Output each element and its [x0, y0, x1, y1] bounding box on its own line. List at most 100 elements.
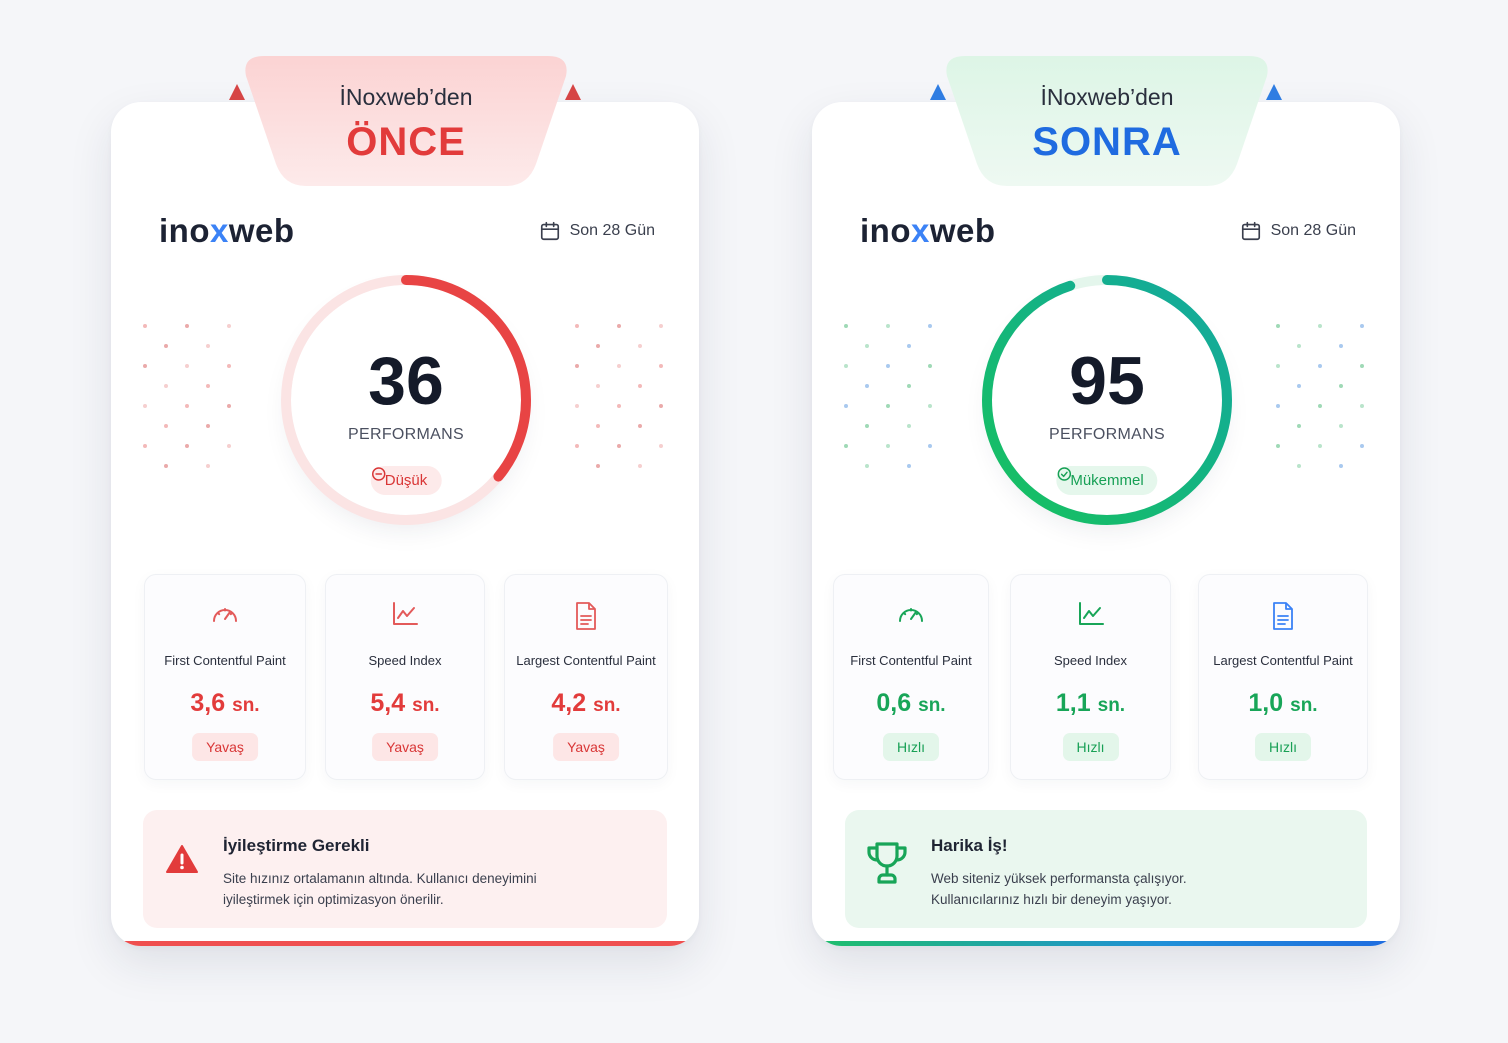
decor-dot [227, 324, 231, 328]
decor-dot [143, 364, 147, 368]
decor-dot [907, 384, 911, 388]
performance-label: PERFORMANS [348, 426, 464, 443]
tab-corner-left-after [930, 84, 946, 100]
tab-corner-left-before [229, 84, 245, 100]
decor-dot [1276, 324, 1280, 328]
decor-dot [227, 404, 231, 408]
date-range[interactable]: Son 28 Gün [539, 220, 655, 242]
performance-score: 95 [1069, 343, 1145, 419]
decor-dot [1297, 344, 1301, 348]
metric-label: Speed Index [368, 653, 442, 668]
before-tab: İNoxweb’den ÖNCE [236, 56, 576, 188]
decor-dot [1360, 364, 1364, 368]
decor-dot [659, 324, 663, 328]
tab-corner-right-before [565, 84, 581, 100]
note-title: İyileştirme Gerekli [223, 836, 370, 855]
decor-dot [185, 364, 189, 368]
decor-dots-right [1276, 324, 1364, 468]
metric-value: 3,6 sn. [190, 689, 260, 717]
metric-card-fcp: First Contentful Paint 0,6 sn. Hızlı [833, 574, 989, 780]
decor-dot [206, 384, 210, 388]
status-badge: Mükemmel [1056, 466, 1158, 495]
decor-dot [907, 424, 911, 428]
metric-badge: Yavaş [192, 733, 258, 761]
line-chart-icon [1078, 602, 1104, 625]
decor-dot [638, 464, 642, 468]
metric-card-lcp: Largest Contentful Paint 4,2 sn. Yavaş [504, 574, 668, 780]
decor-dot [164, 344, 168, 348]
trophy-icon [867, 842, 907, 884]
decor-dot [164, 384, 168, 388]
decor-dot [617, 404, 621, 408]
recommendation-box: İyileştirme Gerekli Site hızınız ortalam… [143, 810, 667, 928]
inoxweb-logo: inoxweb [860, 212, 996, 249]
decor-dot [596, 344, 600, 348]
alert-circle-icon [372, 467, 386, 481]
decor-dot [865, 424, 869, 428]
decor-dot [227, 364, 231, 368]
speedometer-icon [899, 608, 923, 622]
decor-dot [1360, 324, 1364, 328]
decor-dot [1360, 444, 1364, 448]
metric-badge: Yavaş [553, 733, 619, 761]
decor-dot [206, 464, 210, 468]
decor-dot [907, 344, 911, 348]
decor-dot [844, 324, 848, 328]
calendar-icon [540, 221, 559, 241]
metric-label: First Contentful Paint [164, 653, 286, 668]
document-icon [576, 602, 596, 630]
metric-card-lcp: Largest Contentful Paint 1,0 sn. Hızlı [1198, 574, 1368, 780]
decor-dot [164, 464, 168, 468]
metric-value: 0,6 sn. [876, 689, 946, 717]
metric-card-speed-index: Speed Index 1,1 sn. Hızlı [1010, 574, 1171, 780]
decor-dot [1339, 424, 1343, 428]
decor-dot [185, 444, 189, 448]
decor-dot [865, 384, 869, 388]
decor-dot [1297, 384, 1301, 388]
decor-dot [1339, 384, 1343, 388]
line-chart-icon [393, 602, 418, 625]
note-text: Web siteniz yüksek performansta çalışıyo… [931, 871, 1187, 907]
performance-label: PERFORMANS [1049, 426, 1165, 443]
decor-dot [844, 364, 848, 368]
metric-badge: Yavaş [372, 733, 438, 761]
decor-dots-right [575, 324, 663, 468]
date-range[interactable]: Son 28 Gün [1240, 220, 1356, 242]
decor-dot [206, 344, 210, 348]
decor-dot [928, 444, 932, 448]
decor-dot [1339, 344, 1343, 348]
decor-dot [575, 324, 579, 328]
decor-dot [575, 364, 579, 368]
after-card: inoxweb Son 28 Gün 95 PERFORMANS Mükemme… [812, 102, 1400, 946]
decor-dot [907, 464, 911, 468]
metric-value: 1,1 sn. [1055, 689, 1126, 717]
decor-dot [596, 424, 600, 428]
decor-dot [886, 324, 890, 328]
decor-dot [659, 444, 663, 448]
gauge-ring [281, 275, 531, 525]
decor-dot [928, 324, 932, 328]
tab-title: İNoxweb’den [1040, 84, 1174, 110]
after-tab: İNoxweb’den SONRA [937, 56, 1277, 188]
decor-dot [617, 364, 621, 368]
gauge-ring [982, 275, 1232, 525]
decor-dot [886, 364, 890, 368]
decor-dot [617, 324, 621, 328]
decor-dot [164, 424, 168, 428]
metric-label: Speed Index [1053, 653, 1127, 668]
gauge-arc [982, 275, 1232, 525]
performance-gauge: 36 PERFORMANS Düşük [276, 270, 536, 530]
note-title: Harika İş! [931, 836, 1008, 855]
performance-gauge: 95 PERFORMANS Mükemmel [977, 270, 1237, 530]
decor-dot [1318, 444, 1322, 448]
inoxweb-logo: inoxweb [159, 212, 295, 249]
decor-dot [1318, 324, 1322, 328]
calendar-icon [1241, 221, 1260, 241]
metric-value: 1,0 sn. [1248, 689, 1318, 717]
decor-dot [1318, 404, 1322, 408]
decor-dots-left [143, 324, 231, 468]
decor-dot [1318, 364, 1322, 368]
decor-dot [143, 324, 147, 328]
status-text: Mükemmel [1070, 472, 1144, 489]
speedometer-icon [213, 608, 237, 622]
